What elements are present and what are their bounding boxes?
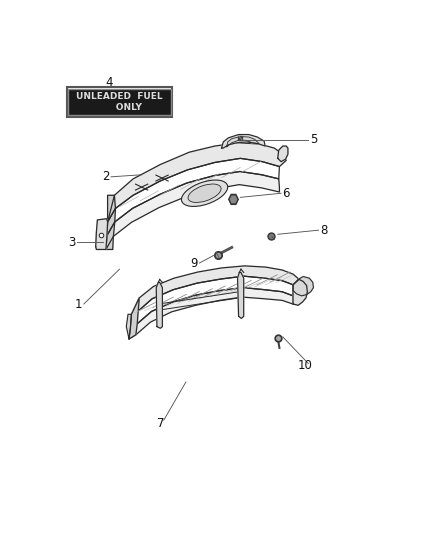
Text: 7: 7 bbox=[156, 417, 164, 430]
Polygon shape bbox=[130, 276, 293, 328]
Text: 10: 10 bbox=[297, 359, 312, 372]
Text: 1: 1 bbox=[75, 297, 82, 311]
Polygon shape bbox=[107, 143, 286, 222]
Polygon shape bbox=[221, 134, 265, 148]
Ellipse shape bbox=[187, 184, 221, 203]
FancyBboxPatch shape bbox=[68, 88, 170, 115]
Polygon shape bbox=[226, 136, 258, 147]
Text: 8: 8 bbox=[319, 224, 327, 237]
Polygon shape bbox=[156, 282, 162, 328]
Ellipse shape bbox=[181, 180, 227, 206]
Polygon shape bbox=[293, 277, 313, 296]
Polygon shape bbox=[129, 298, 139, 339]
Text: 3: 3 bbox=[68, 236, 75, 249]
Text: 9: 9 bbox=[190, 256, 198, 270]
Text: 2: 2 bbox=[102, 171, 110, 183]
Text: 6: 6 bbox=[282, 187, 290, 200]
Text: 5: 5 bbox=[309, 133, 316, 147]
Polygon shape bbox=[106, 172, 279, 249]
Polygon shape bbox=[237, 272, 243, 318]
Polygon shape bbox=[106, 195, 115, 249]
FancyBboxPatch shape bbox=[67, 86, 172, 117]
Polygon shape bbox=[277, 146, 287, 161]
Polygon shape bbox=[131, 266, 298, 314]
Polygon shape bbox=[95, 219, 107, 249]
Text: 4: 4 bbox=[105, 76, 113, 89]
Polygon shape bbox=[126, 314, 131, 339]
Polygon shape bbox=[293, 279, 307, 305]
Polygon shape bbox=[107, 158, 279, 236]
Polygon shape bbox=[129, 288, 293, 339]
Text: UNLEADED  FUEL
      ONLY: UNLEADED FUEL ONLY bbox=[76, 92, 162, 111]
